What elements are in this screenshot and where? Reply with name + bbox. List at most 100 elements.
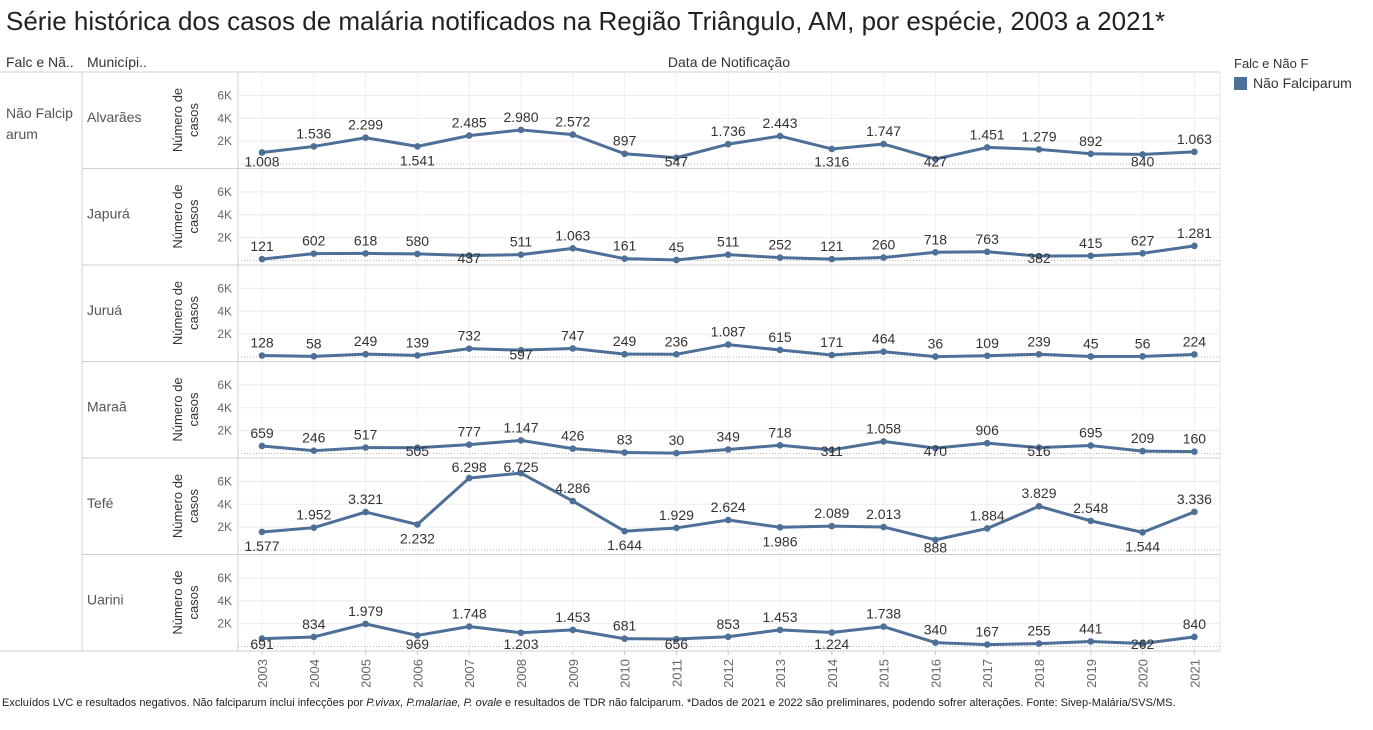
data-point[interactable] bbox=[776, 346, 784, 354]
data-point[interactable] bbox=[569, 131, 577, 138]
data-point[interactable] bbox=[1139, 529, 1146, 536]
data-point[interactable] bbox=[983, 439, 991, 447]
data-point[interactable] bbox=[983, 352, 991, 360]
data-point[interactable] bbox=[517, 346, 525, 354]
data-point[interactable] bbox=[932, 639, 939, 646]
data-point[interactable] bbox=[621, 350, 628, 358]
data-point[interactable] bbox=[362, 250, 369, 257]
data-point[interactable] bbox=[414, 632, 421, 639]
data-point[interactable] bbox=[569, 497, 577, 505]
data-point[interactable] bbox=[880, 254, 887, 261]
data-point[interactable] bbox=[673, 154, 680, 162]
data-point[interactable] bbox=[880, 523, 887, 531]
data-point[interactable] bbox=[880, 623, 887, 630]
data-point[interactable] bbox=[310, 447, 318, 454]
data-point[interactable] bbox=[465, 441, 473, 448]
data-point[interactable] bbox=[983, 144, 991, 151]
data-point[interactable] bbox=[983, 525, 991, 532]
data-point[interactable] bbox=[414, 250, 421, 258]
data-point[interactable] bbox=[880, 348, 887, 355]
data-point[interactable] bbox=[569, 626, 577, 634]
data-point[interactable] bbox=[310, 250, 318, 257]
data-point[interactable] bbox=[1035, 252, 1043, 260]
data-point[interactable] bbox=[517, 126, 525, 134]
data-point[interactable] bbox=[310, 353, 318, 360]
data-point[interactable] bbox=[1035, 350, 1043, 358]
data-point[interactable] bbox=[465, 252, 473, 259]
data-point[interactable] bbox=[1191, 351, 1198, 358]
data-point[interactable] bbox=[258, 528, 266, 536]
data-point[interactable] bbox=[362, 620, 369, 628]
data-point[interactable] bbox=[362, 350, 369, 358]
data-point[interactable] bbox=[1087, 517, 1095, 525]
data-point[interactable] bbox=[310, 633, 318, 641]
data-point[interactable] bbox=[880, 438, 887, 445]
data-point[interactable] bbox=[724, 140, 732, 148]
data-point[interactable] bbox=[465, 132, 473, 139]
data-point[interactable] bbox=[828, 145, 836, 153]
data-point[interactable] bbox=[569, 245, 577, 252]
data-point[interactable] bbox=[828, 522, 836, 530]
data-point[interactable] bbox=[1035, 146, 1043, 153]
data-point[interactable] bbox=[932, 536, 939, 544]
data-point[interactable] bbox=[414, 352, 421, 359]
data-point[interactable] bbox=[414, 444, 421, 452]
data-point[interactable] bbox=[258, 442, 266, 450]
data-point[interactable] bbox=[1191, 508, 1198, 516]
data-point[interactable] bbox=[776, 441, 784, 449]
data-point[interactable] bbox=[1087, 442, 1095, 449]
data-point[interactable] bbox=[932, 353, 939, 360]
data-point[interactable] bbox=[414, 143, 421, 150]
data-point[interactable] bbox=[776, 626, 784, 634]
data-point[interactable] bbox=[724, 446, 732, 453]
data-point[interactable] bbox=[724, 341, 732, 348]
data-point[interactable] bbox=[362, 134, 369, 142]
data-point[interactable] bbox=[724, 516, 732, 524]
data-point[interactable] bbox=[828, 255, 836, 263]
data-point[interactable] bbox=[828, 351, 836, 359]
data-point[interactable] bbox=[362, 508, 369, 516]
data-point[interactable] bbox=[569, 445, 577, 452]
data-point[interactable] bbox=[517, 629, 525, 637]
data-point[interactable] bbox=[621, 449, 628, 456]
data-point[interactable] bbox=[1139, 447, 1146, 455]
data-point[interactable] bbox=[724, 251, 732, 258]
data-point[interactable] bbox=[258, 255, 266, 263]
data-point[interactable] bbox=[517, 251, 525, 258]
data-point[interactable] bbox=[1087, 150, 1095, 158]
data-point[interactable] bbox=[310, 524, 318, 531]
data-point[interactable] bbox=[776, 132, 784, 140]
data-point[interactable] bbox=[828, 446, 836, 454]
data-point[interactable] bbox=[1191, 242, 1198, 250]
data-point[interactable] bbox=[932, 444, 939, 452]
data-point[interactable] bbox=[414, 521, 421, 528]
data-point[interactable] bbox=[465, 623, 473, 630]
data-point[interactable] bbox=[1191, 448, 1198, 455]
data-point[interactable] bbox=[724, 633, 732, 641]
data-point[interactable] bbox=[776, 254, 784, 261]
data-point[interactable] bbox=[932, 155, 939, 163]
data-point[interactable] bbox=[1139, 353, 1146, 360]
data-point[interactable] bbox=[465, 474, 473, 482]
data-point[interactable] bbox=[621, 150, 628, 158]
data-point[interactable] bbox=[621, 635, 628, 643]
data-point[interactable] bbox=[310, 143, 318, 150]
data-point[interactable] bbox=[1035, 502, 1043, 510]
data-point[interactable] bbox=[673, 256, 680, 264]
data-point[interactable] bbox=[1191, 148, 1198, 156]
data-point[interactable] bbox=[465, 345, 473, 352]
data-point[interactable] bbox=[1191, 633, 1198, 641]
data-point[interactable] bbox=[983, 641, 991, 648]
data-point[interactable] bbox=[569, 345, 577, 352]
legend-item[interactable]: Não Falciparum bbox=[1234, 75, 1373, 91]
data-point[interactable] bbox=[1139, 250, 1146, 257]
data-point[interactable] bbox=[1139, 640, 1146, 647]
data-point[interactable] bbox=[1139, 151, 1146, 158]
data-point[interactable] bbox=[258, 149, 266, 156]
data-point[interactable] bbox=[673, 524, 680, 532]
data-point[interactable] bbox=[673, 635, 680, 643]
data-point[interactable] bbox=[983, 248, 991, 256]
data-point[interactable] bbox=[776, 524, 784, 531]
data-point[interactable] bbox=[258, 352, 266, 359]
data-point[interactable] bbox=[880, 140, 887, 148]
